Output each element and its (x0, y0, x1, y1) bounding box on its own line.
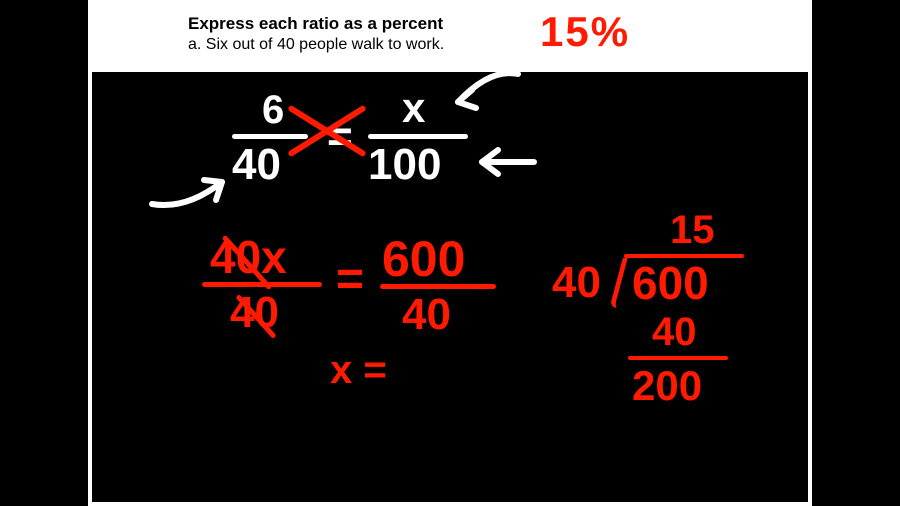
longdiv-step: 40 (652, 310, 697, 355)
longdiv-divisor: 40 (552, 258, 601, 308)
solve-result: x = (330, 348, 387, 393)
answer-percent: 15% (540, 8, 630, 56)
blackboard-area: 6 40 = x 100 40x 40 = 600 40 x = (92, 72, 808, 502)
proportion-right-numerator: x (402, 84, 425, 132)
content-frame: Express each ratio as a percent a. Six o… (88, 0, 812, 506)
solve-rhs-denominator: 40 (402, 290, 451, 340)
fraction-bar (232, 134, 308, 139)
fraction-bar (368, 134, 468, 139)
arrow-icon (440, 66, 530, 126)
arrow-icon (146, 170, 236, 220)
proportion-left-numerator: 6 (262, 88, 284, 133)
longdiv-quotient: 15 (670, 208, 715, 253)
fraction-bar (380, 284, 496, 289)
arrow-icon (470, 144, 540, 184)
solve-rhs-numerator: 600 (382, 230, 465, 288)
proportion-left-denominator: 40 (232, 140, 281, 190)
proportion-right-denominator: 100 (368, 140, 441, 190)
solve-equals: = (336, 252, 364, 307)
longdiv-bar (628, 356, 728, 360)
longdiv-step: 200 (632, 362, 702, 410)
